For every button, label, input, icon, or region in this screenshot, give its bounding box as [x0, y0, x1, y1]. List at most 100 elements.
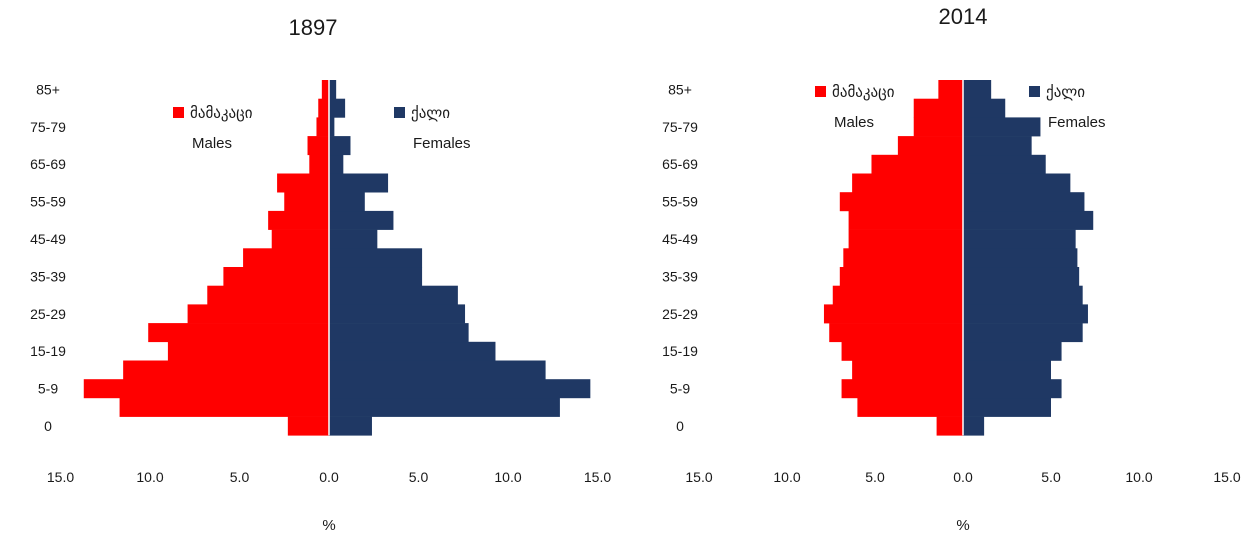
bar-male-55-59 [839, 192, 963, 212]
bar-female-5-9 [963, 379, 1062, 399]
bar-male-0 [936, 416, 963, 436]
bar-female-20-24 [329, 323, 469, 343]
bar-female-65-69 [329, 154, 344, 174]
category-label: 45-49 [30, 231, 66, 247]
bar-male-25-29 [823, 304, 963, 324]
bar-male-60-64 [277, 173, 329, 193]
bar-male-65-69 [309, 154, 329, 174]
category-label: 75-79 [30, 119, 66, 135]
bar-female-35-39 [329, 267, 423, 286]
category-label: 85+ [36, 81, 60, 97]
bar-female-5-9 [329, 379, 591, 399]
bar-female-10-14 [329, 360, 546, 380]
x-tick-label: 15.0 [1213, 469, 1240, 485]
bar-male-35-39 [839, 267, 963, 286]
bar-male-85+ [321, 80, 329, 99]
bar-female-1-4 [329, 397, 560, 417]
legend-male-label-en: Males [192, 135, 232, 152]
bar-male-5-9 [83, 379, 330, 399]
x-tick-label: 15.0 [685, 469, 712, 485]
bar-male-65-69 [871, 154, 963, 174]
bar-female-60-64 [963, 173, 1071, 193]
bar-male-30-34 [207, 285, 329, 305]
bar-female-85+ [329, 80, 337, 99]
bar-female-35-39 [963, 267, 1080, 286]
bar-female-0 [963, 416, 985, 436]
bar-male-25-29 [187, 304, 329, 324]
x-tick-label: 15.0 [47, 469, 74, 485]
category-label: 85+ [668, 81, 692, 97]
legend-female-swatch [1029, 86, 1040, 97]
x-tick-label: 0.0 [953, 469, 973, 485]
bar-female-10-14 [963, 360, 1051, 380]
legend-female-label: ქალი [411, 105, 450, 122]
bar-male-70-74 [897, 136, 963, 156]
x-axis-label: % [322, 517, 335, 534]
legend-male-label: მამაკაცი [832, 84, 895, 101]
bar-female-70-74 [329, 136, 351, 156]
x-tick-label: 0.0 [319, 469, 339, 485]
category-label: 0 [44, 418, 52, 434]
bar-female-15-19 [963, 341, 1062, 361]
bar-female-75-79 [963, 117, 1041, 137]
legend-male-label-en: Males [834, 114, 874, 131]
bar-female-65-69 [963, 154, 1046, 174]
category-label: 75-79 [662, 119, 698, 135]
legend-female-label-en: Females [413, 135, 471, 152]
legend-male-swatch [173, 107, 184, 118]
bar-female-40-44 [963, 248, 1078, 268]
category-label: 15-19 [662, 343, 698, 359]
category-label: 5-9 [670, 381, 690, 397]
bar-male-50-54 [268, 210, 329, 230]
bar-female-50-54 [329, 210, 394, 230]
bar-female-45-49 [329, 229, 378, 249]
bar-male-55-59 [284, 192, 329, 212]
bar-female-50-54 [963, 210, 1094, 230]
bar-female-30-34 [963, 285, 1083, 305]
bar-female-1-4 [963, 397, 1051, 417]
category-label: 15-19 [30, 343, 66, 359]
legend-female-label-en: Females [1048, 114, 1106, 131]
bar-female-45-49 [963, 229, 1076, 249]
bar-female-85+ [963, 80, 992, 99]
bar-male-50-54 [848, 210, 963, 230]
bar-male-75-79 [913, 117, 963, 137]
category-label: 65-69 [662, 156, 698, 172]
category-label: 55-59 [662, 194, 698, 210]
bar-female-0 [329, 416, 372, 436]
bar-male-70-74 [307, 136, 329, 156]
legend-male-label: მამაკაცი [190, 105, 253, 122]
bar-male-45-49 [271, 229, 329, 249]
bar-male-1-4 [857, 397, 963, 417]
bar-male-20-24 [829, 323, 963, 343]
category-label: 35-39 [30, 268, 66, 284]
bar-male-1-4 [119, 397, 329, 417]
bar-male-40-44 [843, 248, 963, 268]
category-label: 0 [676, 418, 684, 434]
pyramid-chart-1897: 1897 0 5-9 15-19 25-29 35-39 45-49 55-59 65-69 75… [30, 15, 611, 534]
pyramid-chart-2014: 2014 0 5-9 15-19 25-29 35-39 45-49 55-59 65-69 75… [662, 4, 1241, 534]
bar-female-15-19 [329, 341, 496, 361]
bar-male-5-9 [841, 379, 963, 399]
legend-female-swatch [394, 107, 405, 118]
chart-title: 1897 [289, 15, 338, 40]
x-tick-label: 10.0 [1125, 469, 1152, 485]
bar-male-75-79 [316, 117, 329, 137]
bar-female-25-29 [329, 304, 466, 324]
bar-male-10-14 [123, 360, 330, 380]
category-label: 5-9 [38, 381, 58, 397]
bar-male-35-39 [223, 267, 329, 286]
bar-male-80-84 [913, 98, 963, 118]
bar-male-20-24 [148, 323, 329, 343]
bar-female-60-64 [329, 173, 389, 193]
x-tick-label: 5.0 [409, 469, 429, 485]
bar-female-55-59 [329, 192, 365, 212]
bar-female-80-84 [963, 98, 1006, 118]
x-tick-label: 5.0 [865, 469, 885, 485]
category-label: 25-29 [30, 306, 66, 322]
x-axis-label: % [956, 517, 969, 534]
bar-male-40-44 [243, 248, 329, 268]
bar-female-80-84 [329, 98, 346, 118]
bar-male-15-19 [167, 341, 329, 361]
